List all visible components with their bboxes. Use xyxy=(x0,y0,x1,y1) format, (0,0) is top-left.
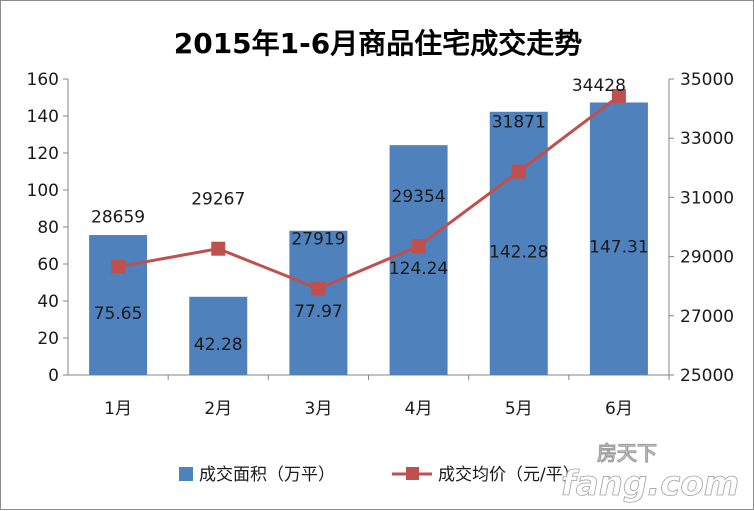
x-tick-label: 5月 xyxy=(505,399,533,419)
legend-bar-swatch xyxy=(179,467,193,481)
bar-value-label: 147.31 xyxy=(589,238,648,258)
y-right-tick-label: 25000 xyxy=(680,366,734,386)
watermark-top-text: 房天下 xyxy=(597,441,657,465)
y-left-tick-label: 120 xyxy=(27,144,59,164)
x-tick-label: 6月 xyxy=(605,399,633,419)
legend-line-label: 成交均价（元/平） xyxy=(438,465,580,485)
line-value-label: 29354 xyxy=(392,187,446,207)
y-right-tick-label: 35000 xyxy=(680,70,734,90)
watermark-bottom-text: fang.com xyxy=(561,464,739,504)
y-right-tick-label: 27000 xyxy=(680,307,734,327)
x-tick-label: 1月 xyxy=(104,399,132,419)
bar-value-label: 142.28 xyxy=(489,242,548,262)
line-marker xyxy=(311,281,326,296)
axes-group: 0 20 40 60 80 100 120 140 160 25000 27000 29000 3100… xyxy=(27,70,735,419)
y-right-tick-label: 33000 xyxy=(680,129,734,149)
x-tick-label: 2月 xyxy=(204,399,232,419)
legend-bar-label: 成交面积（万平） xyxy=(199,465,335,485)
bar-value-label: 42.28 xyxy=(194,335,243,355)
bar xyxy=(589,102,648,375)
line-value-label: 29267 xyxy=(191,190,245,210)
line-value-label: 34428 xyxy=(572,76,626,96)
bars-group xyxy=(89,102,648,376)
bar xyxy=(289,230,348,375)
line-group xyxy=(111,88,626,296)
line-marker xyxy=(411,239,426,254)
legend: 成交面积（万平） 成交均价（元/平） xyxy=(179,465,580,485)
y-left-tick-label: 100 xyxy=(27,181,59,201)
bar-value-label: 124.24 xyxy=(389,259,448,279)
bar-value-label: 75.65 xyxy=(94,304,143,324)
line-marker xyxy=(611,88,626,103)
y-left-tick-label: 0 xyxy=(48,366,59,386)
x-tick-label: 4月 xyxy=(405,399,433,419)
line-value-label: 31871 xyxy=(492,113,546,133)
y-right-tick-label: 31000 xyxy=(680,188,734,208)
y-left-tick-label: 60 xyxy=(37,255,59,275)
line-marker xyxy=(211,241,226,256)
legend-line-marker xyxy=(406,467,419,480)
data-labels-group: 75.65 42.28 77.97 124.24 142.28 147.31 28659 29… xyxy=(91,76,649,355)
y-left-tick-label: 140 xyxy=(27,107,59,127)
y-left-tick-label: 80 xyxy=(37,218,59,238)
chart-title: 2015年1-6月商品住宅成交走势 xyxy=(174,27,583,60)
bar xyxy=(89,235,148,375)
bar xyxy=(389,145,448,375)
line-value-label: 28659 xyxy=(91,208,145,228)
y-left-tick-label: 160 xyxy=(27,70,59,90)
y-left-tick-label: 20 xyxy=(37,329,59,349)
y-right-tick-label: 29000 xyxy=(680,248,734,268)
line-value-label: 27919 xyxy=(291,230,345,250)
x-tick-label: 3月 xyxy=(305,399,333,419)
line-marker xyxy=(111,259,126,274)
y-left-tick-label: 40 xyxy=(37,292,59,312)
line-marker xyxy=(511,164,526,179)
price-line xyxy=(117,94,620,291)
bar-value-label: 77.97 xyxy=(294,302,343,322)
bar xyxy=(189,296,248,375)
